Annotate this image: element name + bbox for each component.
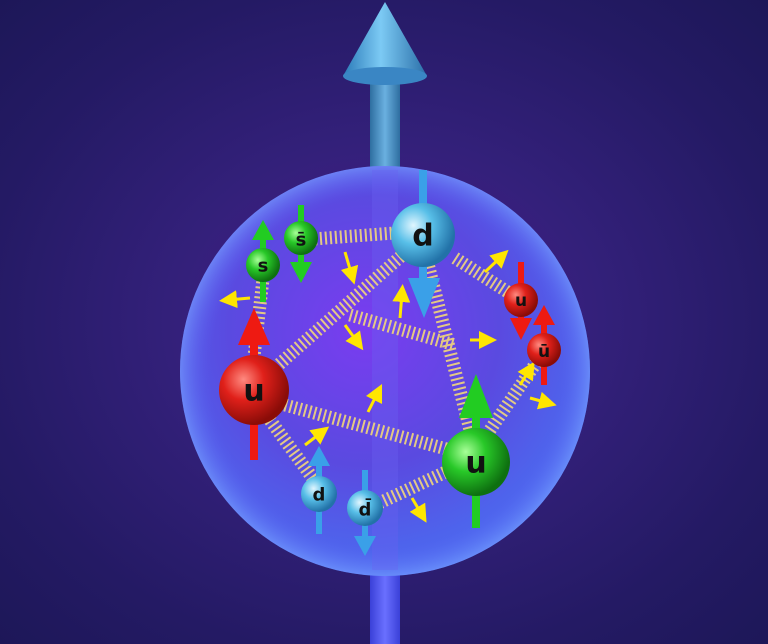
quark-label: u: [515, 291, 527, 311]
gluon-string: [264, 416, 326, 492]
quark-u-left: u: [219, 355, 289, 425]
quark-label: u: [465, 446, 486, 481]
gluon-string: [299, 225, 409, 247]
yellow-arrow: [340, 251, 359, 285]
quark-s: s: [246, 248, 280, 282]
quark-label: ū: [538, 342, 550, 362]
yellow-arrow: [219, 290, 251, 309]
yellow-arrow: [517, 361, 535, 386]
spin-arrow-head-base: [343, 67, 427, 85]
quark-label: d̄: [359, 498, 372, 520]
yellow-arrow: [343, 324, 364, 351]
quark-label: d: [412, 219, 433, 254]
yellow-arrow: [392, 284, 411, 319]
quark-d-small: d: [301, 476, 337, 512]
quark-u-small: u: [504, 283, 538, 317]
quark-u-right: u: [442, 428, 510, 496]
quark-label: u: [243, 374, 264, 409]
yellow-arrow: [304, 426, 330, 447]
quark-d-bar: d̄: [347, 490, 383, 526]
yellow-arrow: [483, 249, 509, 274]
spin-arrow-head: [343, 2, 427, 76]
quark-s-bar: s̄: [284, 221, 318, 255]
gluon-string: [283, 398, 452, 457]
quark-label: d: [313, 485, 326, 506]
gluon-string: [372, 464, 453, 511]
yellow-arrow: [409, 497, 427, 523]
quark-u-bar: ū: [527, 333, 561, 367]
spin-axis-shaft: [370, 72, 400, 182]
yellow-arrows: [219, 249, 557, 523]
quark-d-top: d: [391, 203, 455, 267]
yellow-arrow: [529, 391, 557, 410]
quark-label: s: [258, 256, 269, 277]
gluon-string: [348, 308, 457, 352]
yellow-arrow: [365, 383, 383, 413]
quark-label: s̄: [296, 230, 307, 251]
